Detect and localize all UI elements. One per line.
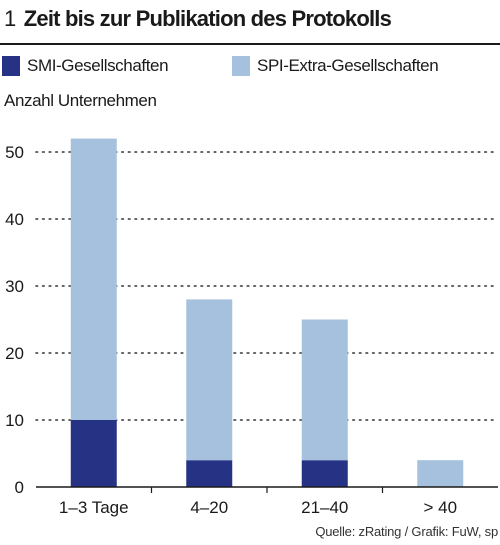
y-tick-label-20: 20: [5, 344, 24, 363]
bar-spi-extra-2: [301, 319, 348, 461]
y-axis-unit-label: Anzahl Unternehmen: [4, 91, 157, 110]
x-tick-label-1: 4–20: [190, 498, 228, 517]
bar-smi-2: [301, 460, 348, 487]
y-tick-label-0: 0: [15, 478, 24, 497]
legend-swatch-spi-extra: [232, 56, 250, 76]
title-divider: [0, 43, 500, 45]
x-tick-label-2: 21–40: [301, 498, 348, 517]
legend-swatch-smi: [2, 56, 20, 76]
chart-title: Zeit bis zur Publikation des Protokolls: [23, 6, 392, 31]
x-tick-label-0: 1–3 Tage: [59, 498, 129, 517]
x-tick-label-3: > 40: [423, 498, 457, 517]
y-tick-label-10: 10: [5, 411, 24, 430]
legend-label-smi: SMI-Gesellschaften: [27, 56, 169, 75]
bar-smi-1: [186, 460, 233, 487]
bar-smi-0: [70, 420, 117, 487]
legend-item-spi-extra: SPI-Extra-Gesellschaften: [232, 56, 439, 76]
bar-spi-extra-0: [70, 138, 117, 420]
legend-label-spi-extra: SPI-Extra-Gesellschaften: [257, 56, 439, 75]
figure-number: 1: [4, 6, 16, 31]
legend: SMI-Gesellschaften SPI-Extra-Gesellschaf…: [0, 56, 500, 80]
y-tick-label-40: 40: [5, 210, 24, 229]
chart-title-row: 1 Zeit bis zur Publikation des Protokoll…: [4, 6, 392, 36]
bar-spi-extra-1: [186, 299, 233, 461]
y-tick-label-30: 30: [5, 277, 24, 296]
source-note: Quelle: zRating / Grafik: FuW, sp: [315, 524, 498, 539]
legend-item-smi: SMI-Gesellschaften: [2, 56, 169, 76]
bar-spi-extra-3: [417, 460, 464, 487]
y-tick-label-50: 50: [5, 143, 24, 162]
